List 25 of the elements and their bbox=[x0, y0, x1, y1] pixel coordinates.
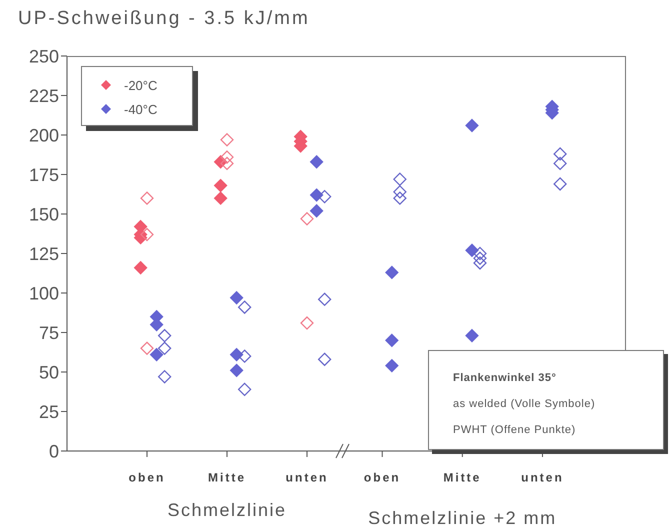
x-tick-label: oben bbox=[364, 470, 401, 485]
x-tick-label: unten bbox=[286, 470, 328, 485]
chart-title: UP-Schweißung - 3.5 kJ/mm bbox=[18, 8, 310, 30]
y-tick-label: 100 bbox=[28, 283, 59, 304]
y-tick-label: 250 bbox=[28, 46, 59, 66]
x-tick-label: Mitte bbox=[208, 470, 246, 485]
annotation: PWHT (Offene Punkte) bbox=[453, 423, 577, 438]
y-tick-label: 125 bbox=[28, 244, 59, 264]
x-tick-label: oben bbox=[128, 470, 166, 485]
y-tick-label: 225 bbox=[28, 86, 59, 106]
y-tick-label: 50 bbox=[38, 362, 59, 382]
legend-label: -40°C bbox=[124, 102, 158, 116]
y-tick-label: 0 bbox=[48, 441, 59, 462]
annotation: as welded (Volle Symbole) bbox=[453, 397, 596, 412]
annotation: Flankenwinkel 35° bbox=[453, 371, 558, 386]
y-tick-label: 25 bbox=[38, 402, 59, 422]
x-axis-title: Schmelzlinie bbox=[166, 500, 288, 521]
y-tick-label: 200 bbox=[28, 125, 59, 146]
y-tick-label: 75 bbox=[38, 322, 59, 343]
x-tick-label: Mitte bbox=[443, 470, 482, 485]
legend-label: -20°C bbox=[124, 78, 158, 92]
x-axis-title: Schmelzlinie +2 mm bbox=[367, 508, 558, 529]
y-tick-label: 175 bbox=[28, 164, 59, 185]
x-tick-label: unten bbox=[521, 470, 564, 485]
y-tick-label: 150 bbox=[28, 204, 59, 224]
